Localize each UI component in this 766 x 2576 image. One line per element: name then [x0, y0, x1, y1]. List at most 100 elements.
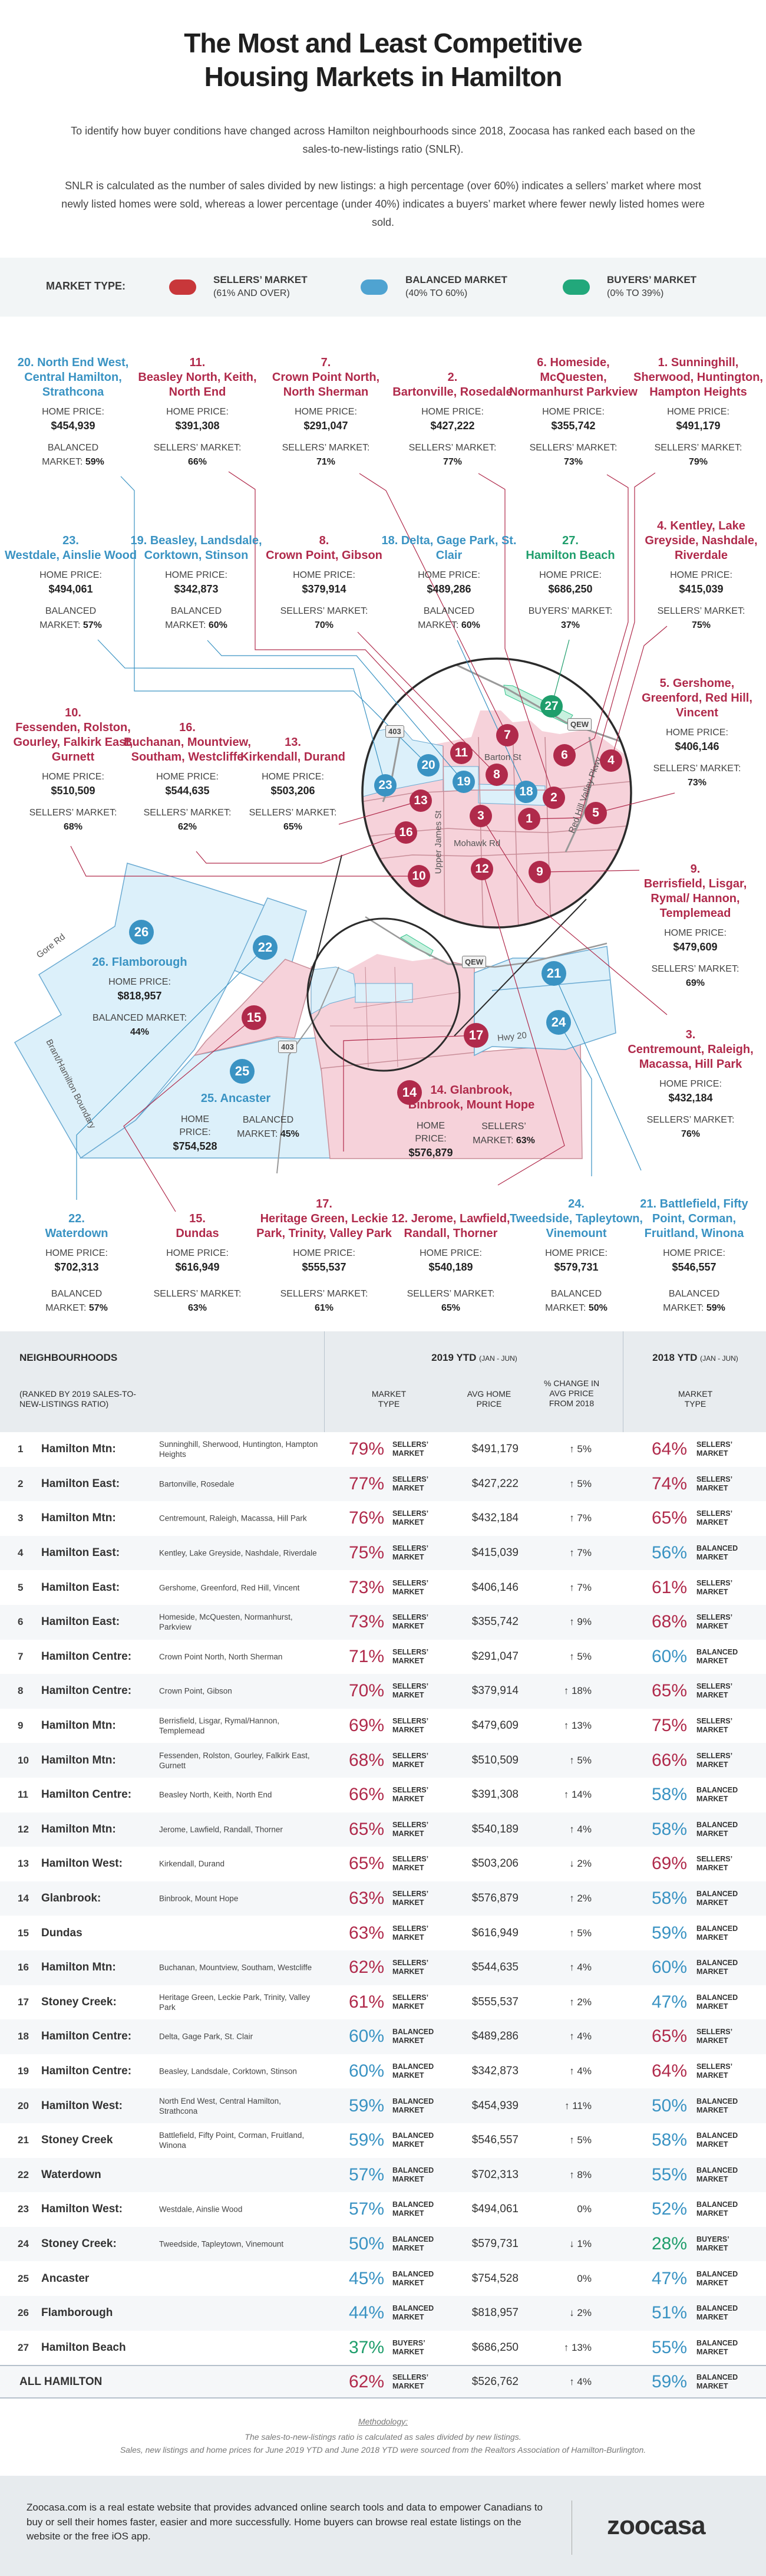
- rank: 4: [18, 1547, 24, 1559]
- table-row: 8 Hamilton Centre: Crown Point, Gibson 70% S…: [0, 1674, 766, 1709]
- snlr-2018: 65%: [651, 1681, 687, 1701]
- map-label-9: 9. Berrisfield, Lisgar, Rymal/ Hannon, T…: [628, 833, 763, 991]
- neighbourhood-name: 22. Waterdown: [45, 1212, 108, 1240]
- map-marker-19[interactable]: 19: [453, 771, 475, 793]
- market-type: SELLERS’ MARKET: 66%: [153, 443, 242, 467]
- table-row: 18 Hamilton Centre: Delta, Gage Park, St. …: [0, 2019, 766, 2054]
- map-marker-16[interactable]: 16: [395, 821, 417, 844]
- price-change: ↑ 8%: [569, 2169, 592, 2180]
- snlr-2018: 74%: [651, 1473, 687, 1493]
- map-marker-24[interactable]: 24: [546, 1010, 571, 1035]
- map-marker-21[interactable]: 21: [542, 961, 566, 986]
- table-row: 10 Hamilton Mtn: Fessenden, Rolston, Gourl…: [0, 1743, 766, 1778]
- map-marker-14[interactable]: 14: [397, 1080, 422, 1105]
- avg-home-price: $454,939: [471, 2099, 519, 2112]
- home-price-label: HOME PRICE:: [42, 407, 104, 417]
- balanced-swatch: [361, 279, 388, 295]
- snlr-2019: 63%: [348, 1889, 384, 1909]
- market-type: SELLERS’ MARKET: 77%: [408, 443, 497, 467]
- map-marker-12[interactable]: 12: [471, 858, 493, 880]
- map-marker-18[interactable]: 18: [515, 781, 537, 803]
- map-label-27: 27. Hamilton Beach HOME PRICE: $686,250 BUY…: [503, 504, 638, 633]
- area-name: Hamilton Centre:: [41, 2030, 132, 2043]
- snlr-2018: 58%: [651, 2130, 687, 2150]
- map-marker-20[interactable]: 20: [417, 754, 440, 777]
- map-marker-3[interactable]: 3: [470, 805, 492, 827]
- market-type-2019: BALANCED MARKET: [392, 2235, 434, 2253]
- home-price-label: HOME PRICE:: [667, 407, 729, 417]
- home-price: $379,914: [302, 583, 346, 595]
- home-price: $702,313: [54, 1261, 99, 1273]
- leader-line-16: [196, 832, 407, 864]
- home-price: $546,557: [672, 1261, 717, 1273]
- map-marker-27[interactable]: 27: [540, 695, 563, 718]
- area-name: Hamilton Mtn:: [41, 1753, 116, 1766]
- snlr-2019: 62%: [348, 1958, 384, 1978]
- home-price-label: HOME PRICE:: [293, 1248, 355, 1258]
- methodology-line-1: The sales-to-new-listings ratio is calcu…: [245, 2432, 521, 2442]
- leader-line-13: [338, 800, 421, 825]
- price-change: ↑ 5%: [569, 1650, 592, 1662]
- home-price-label: HOME PRICE:: [165, 570, 227, 580]
- home-price-label: HOME PRICE:: [664, 928, 727, 938]
- home-price: $454,939: [51, 420, 95, 432]
- table-row: 11 Hamilton Centre: Beasley North, Keith, …: [0, 1778, 766, 1812]
- home-price: $489,286: [427, 583, 471, 595]
- map-marker-8[interactable]: 8: [486, 764, 508, 786]
- table-row: 12 Hamilton Mtn: Jerome, Lawfield, Randall…: [0, 1812, 766, 1847]
- table-total-row: ALL HAMILTON 62% SELLERS’ MARKET $526,762 ↑ …: [0, 2365, 766, 2399]
- sub-neighbourhoods: Berrisfield, Lisgar, Rymal/Hannon, Templ…: [159, 1716, 280, 1736]
- home-price: $432,184: [668, 1092, 713, 1104]
- table-row: 23 Hamilton West: Westdale, Ainslie Wood 57…: [0, 2192, 766, 2227]
- table-row: 21 Stoney Creek Battlefield, Fifty Point, …: [0, 2123, 766, 2158]
- market-type-2019: SELLERS’ MARKET: [392, 1682, 428, 1700]
- leader-line-7: [359, 473, 508, 736]
- map-marker-4[interactable]: 4: [600, 749, 622, 772]
- map-marker-6[interactable]: 6: [553, 744, 576, 766]
- market-type-2019: SELLERS’ MARKET: [392, 1890, 428, 1907]
- map-marker-5[interactable]: 5: [585, 802, 607, 824]
- map-marker-17[interactable]: 17: [464, 1023, 488, 1048]
- sub-neighbourhoods: Centremount, Raleigh, Macassa, Hill Park: [159, 1514, 307, 1523]
- map-annotations: Barton St Mohawk Rd Upper James St Red H…: [5, 356, 763, 1313]
- table-row: 25 Ancaster 45% BALANCED MARKET $754,528 0% 47…: [0, 2261, 766, 2296]
- map-marker-7[interactable]: 7: [496, 724, 519, 746]
- leader-line-20: [120, 476, 429, 766]
- sub-neighbourhoods: Kentley, Lake Greyside, Nashdale, Riverd…: [159, 1548, 317, 1558]
- map-marker-26[interactable]: 26: [129, 920, 154, 945]
- snlr-2019: 79%: [348, 1439, 384, 1459]
- market-type-2019: BALANCED MARKET: [392, 2304, 434, 2322]
- qew-shield-inset: QEW: [462, 956, 487, 968]
- price-change: ↑ 18%: [563, 1685, 592, 1697]
- snlr-2018: 50%: [651, 2095, 687, 2116]
- home-price: $494,061: [48, 583, 93, 595]
- sub-neighbourhoods: Buchanan, Mountview, Southam, Westcliffe: [159, 1963, 312, 1972]
- map-marker-23[interactable]: 23: [374, 774, 397, 797]
- map-marker-9[interactable]: 9: [529, 861, 551, 883]
- area-name: Hamilton Centre:: [41, 1650, 132, 1663]
- price-change: ↑ 11%: [564, 2100, 592, 2111]
- rank: 7: [18, 1650, 24, 1662]
- leader-line-24: [558, 1022, 592, 1176]
- market-type-2019: BUYERS’ MARKET: [392, 2338, 425, 2356]
- map-marker-10[interactable]: 10: [408, 865, 430, 887]
- map-label-10: 10. Fessenden, Rolston, Gourley, Falkirk…: [5, 691, 141, 834]
- map-marker-25[interactable]: 25: [230, 1059, 255, 1084]
- home-price: $355,742: [551, 420, 596, 432]
- rank: 11: [18, 1789, 28, 1801]
- table-row: 2 Hamilton East: Bartonville, Rosedale 77% S…: [0, 1466, 766, 1502]
- neighbourhood-name: 18. Delta, Gage Park, St. Clair: [381, 534, 517, 562]
- map-marker-15[interactable]: 15: [242, 1005, 266, 1030]
- rank: 26: [18, 2307, 29, 2319]
- map-marker-11[interactable]: 11: [450, 742, 473, 764]
- home-price: $415,039: [679, 583, 724, 595]
- map-marker-1[interactable]: 1: [518, 808, 540, 830]
- map-marker-13[interactable]: 13: [410, 789, 432, 812]
- leader-line-19: [207, 640, 464, 782]
- map-label-16: 16. Buchanan, Mountview, Southam, Westcl…: [120, 691, 255, 834]
- market-type-2018: SELLERS’ MARKET: [696, 1855, 732, 1873]
- map-marker-2[interactable]: 2: [543, 787, 565, 809]
- zoocasa-logo[interactable]: zoocasa: [607, 2511, 706, 2540]
- sub-neighbourhoods: Gershome, Greenford, Red Hill, Vincent: [159, 1583, 300, 1593]
- map-marker-22[interactable]: 22: [253, 935, 278, 960]
